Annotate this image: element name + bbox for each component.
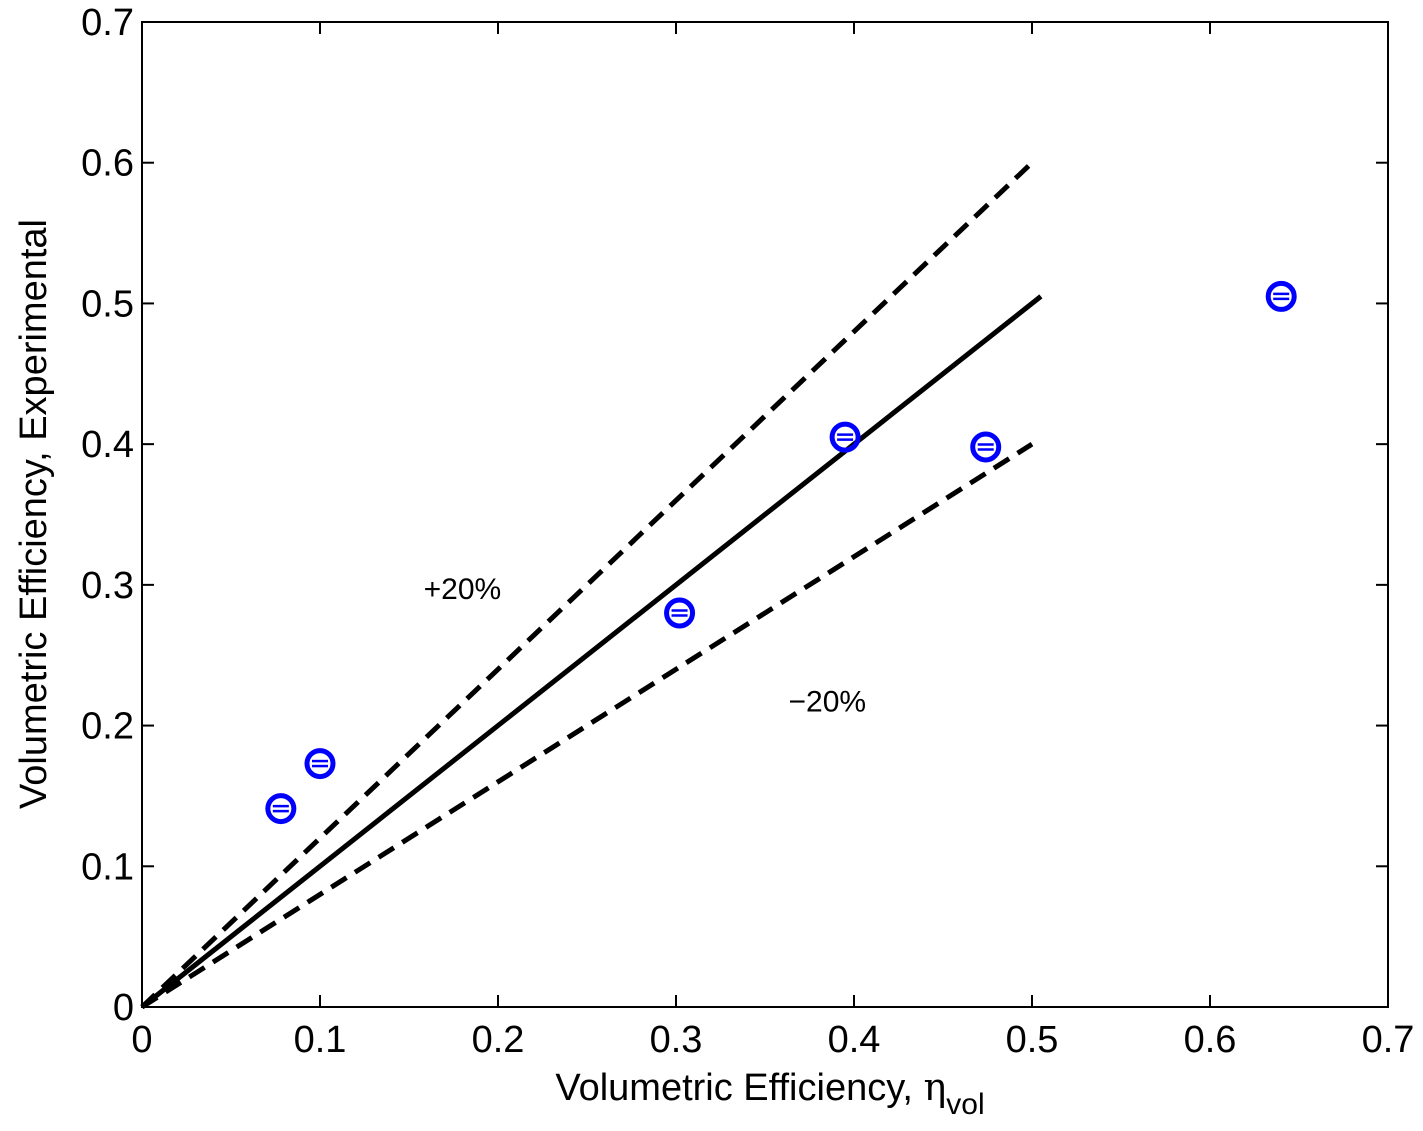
data-point xyxy=(664,597,696,629)
data-point-marker xyxy=(1265,280,1297,312)
x-tick-label: 0.2 xyxy=(472,1019,525,1061)
data-point-marker xyxy=(304,748,336,780)
data-point-marker xyxy=(265,793,297,825)
data-point xyxy=(265,793,297,825)
y-tick-label: 0.2 xyxy=(81,706,134,748)
plot-frame xyxy=(141,21,1389,1008)
x-tick-label: 0.4 xyxy=(828,1019,881,1061)
data-point xyxy=(1265,280,1297,312)
annotation-label: −20% xyxy=(789,686,867,719)
x-tick-label: 0.7 xyxy=(1362,1019,1415,1061)
y-tick-label: 0.6 xyxy=(81,143,134,185)
reference-line-minus-20 xyxy=(140,442,1034,1010)
reference-line-identity xyxy=(140,294,1043,1009)
data-point xyxy=(829,421,861,453)
x-tick-label: 0.3 xyxy=(650,1019,703,1061)
x-tick-label: 0.1 xyxy=(294,1019,347,1061)
data-point-marker xyxy=(970,431,1002,463)
x-tick-label: 0 xyxy=(131,1019,152,1061)
y-tick-label: 0.7 xyxy=(81,2,134,44)
annotation-label: +20% xyxy=(424,573,502,606)
y-axis-label: Volumetric Efficiency, Experimental xyxy=(13,219,55,809)
x-axis-label: Volumetric Efficiency, ηvol xyxy=(555,1065,984,1121)
y-tick-label: 0 xyxy=(113,987,134,1029)
x-tick-label: 0.6 xyxy=(1184,1019,1237,1061)
data-point-marker xyxy=(664,597,696,629)
x-tick-label: 0.5 xyxy=(1006,1019,1059,1061)
y-tick-label: 0.3 xyxy=(81,565,134,607)
y-tick-label: 0.1 xyxy=(81,846,134,888)
reference-line-plus-20 xyxy=(140,160,1034,1009)
data-point xyxy=(304,748,336,780)
data-point-marker xyxy=(829,421,861,453)
data-point xyxy=(970,431,1002,463)
y-tick-label: 0.5 xyxy=(81,283,134,325)
y-tick-label: 0.4 xyxy=(81,424,134,466)
